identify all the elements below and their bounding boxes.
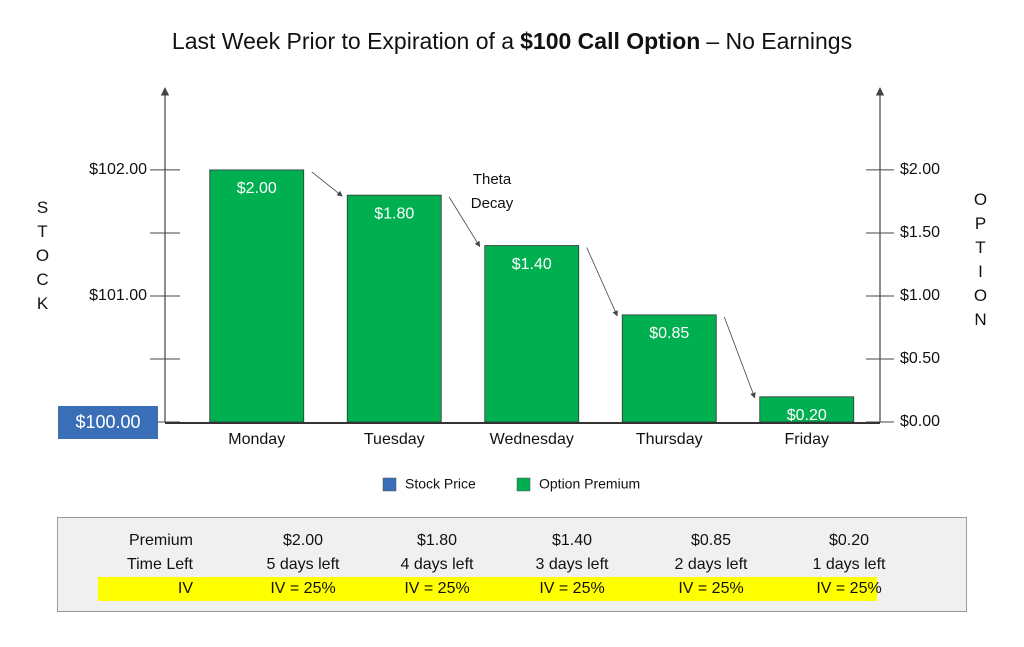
y2-tick-label: $0.00: [900, 413, 940, 430]
bar: [759, 396, 855, 423]
data-label: $2.00: [237, 180, 277, 197]
title-part: – No Earnings: [706, 28, 853, 54]
y-tick-label: $100.00: [75, 412, 140, 432]
table-cell: Time Left: [126, 556, 193, 573]
bar: [346, 194, 442, 423]
decay-arrow: [586, 247, 618, 317]
y2-tick-label: $0.50: [900, 350, 940, 367]
y-tick-label: $102.00: [89, 161, 147, 178]
x-tick-label: Tuesday: [364, 431, 425, 448]
x-tick-label: Thursday: [636, 431, 703, 448]
legend-label: Stock Price: [405, 476, 476, 492]
table-cell: IV: [177, 580, 193, 597]
y-tick-highlight: [58, 406, 158, 439]
table-cell: $1.80: [416, 532, 458, 549]
title-part: $100 Call Option: [520, 28, 701, 54]
table-row: Premium $2.00 $1.80 $1.40 $0.85 $0.20: [98, 529, 877, 553]
data-label: $1.40: [512, 256, 552, 273]
legend-swatch: [516, 477, 531, 492]
y2-axis-label: OPTION: [971, 190, 990, 334]
annotation: Theta Decay: [470, 171, 514, 212]
y-tick-label: $101.00: [89, 287, 147, 304]
table-cell: 5 days left: [266, 556, 340, 573]
table-cell: 2 days left: [674, 556, 748, 573]
y2-tick-label: $1.50: [900, 224, 940, 241]
decay-arrow: [448, 196, 481, 248]
table-cell: $0.85: [690, 532, 732, 549]
data-label: $1.80: [374, 205, 414, 222]
bar: [484, 245, 580, 423]
legend-label: Option Premium: [539, 476, 640, 492]
summary-table: Premium $2.00 $1.80 $1.40 $0.85 $0.20 Time Lef…: [57, 517, 967, 612]
table-cell: 1 days left: [812, 556, 886, 573]
table-cell: $2.00: [282, 532, 324, 549]
table-cell: IV = 25%: [539, 580, 605, 597]
x-tick-label: Monday: [228, 431, 285, 448]
x-tick-label: Friday: [785, 431, 829, 448]
table-cell: IV = 25%: [404, 580, 470, 597]
table-cell: IV = 25%: [678, 580, 744, 597]
y-axis-label: STOCK: [33, 198, 52, 318]
decay-arrow: [311, 171, 343, 197]
y2-tick-label: $1.00: [900, 287, 940, 304]
title-part: Last Week Prior to Expiration of a: [171, 28, 515, 54]
table-row: IV IV = 25% IV = 25% IV = 25% IV = 25% IV = 2…: [98, 577, 882, 601]
table-cell: 4 days left: [400, 556, 474, 573]
bar: [209, 169, 305, 423]
table-cell: $1.40: [551, 532, 593, 549]
table-cell: $0.20: [828, 532, 870, 549]
decay-arrow: [723, 316, 756, 399]
x-tick-label: Wednesday: [490, 431, 574, 448]
table-cell: 3 days left: [535, 556, 609, 573]
chart-title: Last Week Prior to Expiration of a $100 C…: [0, 28, 1024, 55]
table-cell: IV = 25%: [270, 580, 336, 597]
table-cell: IV = 25%: [816, 580, 882, 597]
table-cell: Premium: [128, 532, 193, 549]
y2-tick-label: $2.00: [900, 161, 940, 178]
table-row: Time Left 5 days left 4 days left 3 days le…: [98, 553, 886, 577]
data-label: $0.20: [787, 407, 827, 424]
legend-swatch: [382, 477, 397, 492]
data-label: $0.85: [649, 325, 689, 342]
bar: [621, 314, 717, 423]
